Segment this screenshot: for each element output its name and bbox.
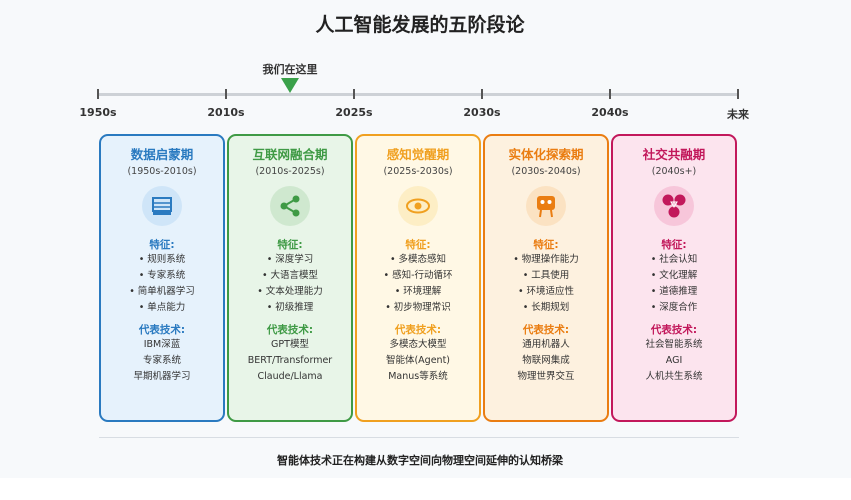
feature-item: • 长期规划 <box>522 302 570 313</box>
feature-item: • 深度学习 <box>266 254 314 265</box>
feature-item: • 深度合作 <box>650 302 698 313</box>
feature-item: • 文化理解 <box>650 270 698 281</box>
feature-item: • 初步物理常识 <box>385 302 451 313</box>
timeline-label: 2010s <box>207 106 245 119</box>
stage-period: (2010s-2025s) <box>255 166 325 177</box>
tech-item: GPT模型 <box>271 339 309 350</box>
stage-card: 实体化探索期 (2030s-2040s) 特征: • 物理操作能力 • 工具使用 •… <box>483 134 609 422</box>
timeline-label: 2040s <box>591 106 629 119</box>
feature-item: • 物理操作能力 <box>513 254 579 265</box>
tech-item: 社会智能系统 <box>645 339 703 350</box>
timeline-tick <box>609 89 611 99</box>
tech-item: 物联网集成 <box>522 355 570 366</box>
tech-heading: 代表技术: <box>394 324 442 336</box>
features-heading: 特征: <box>533 239 559 251</box>
feature-item: • 环境理解 <box>394 286 442 297</box>
current-position-marker-icon <box>281 78 299 93</box>
tech-item: 多模态大模型 <box>389 339 447 350</box>
features-heading: 特征: <box>661 239 687 251</box>
tech-item: 早期机器学习 <box>133 371 191 382</box>
page-title: 人工智能发展的五阶段论 <box>315 14 525 36</box>
feature-item: • 工具使用 <box>522 270 570 281</box>
footer-text: 智能体技术正在构建从数字空间向物理空间延伸的认知桥梁 <box>277 454 563 467</box>
timeline-tick <box>225 89 227 99</box>
feature-item: • 简单机器学习 <box>129 286 195 297</box>
stage-period: (2025s-2030s) <box>383 166 453 177</box>
network-icon <box>654 186 694 226</box>
tech-heading: 代表技术: <box>266 324 314 336</box>
tech-item: 智能体(Agent) <box>385 355 451 366</box>
stage-name: 互联网融合期 <box>252 147 328 162</box>
stage-card: 数据启蒙期 (1950s-2010s) 特征: • 规则系统 • 专家系统 • 简单… <box>99 134 225 422</box>
feature-item: • 专家系统 <box>138 270 186 281</box>
eye-icon <box>398 186 438 226</box>
timeline-axis <box>98 93 739 96</box>
timeline-tick <box>97 89 99 99</box>
timeline-label: 未来 <box>727 108 749 121</box>
timeline-tick <box>481 89 483 99</box>
tech-heading: 代表技术: <box>138 324 186 336</box>
feature-item: • 道德推理 <box>650 286 698 297</box>
feature-item: • 多模态感知 <box>389 254 447 265</box>
tech-item: 专家系统 <box>142 355 181 366</box>
tech-item: IBM深蓝 <box>143 339 181 350</box>
feature-item: • 大语言模型 <box>261 270 319 281</box>
stage-name: 实体化探索期 <box>508 147 584 162</box>
timeline-tick <box>353 89 355 99</box>
feature-item: • 环境适应性 <box>517 286 575 297</box>
divider <box>99 437 739 438</box>
stage-name: 数据启蒙期 <box>130 147 194 162</box>
tech-item: BERT/Transformer <box>247 355 333 366</box>
features-heading: 特征: <box>149 239 175 251</box>
tech-item: 通用机器人 <box>522 339 570 350</box>
timeline-label: 1950s <box>79 106 117 119</box>
stage-period: (2030s-2040s) <box>511 166 581 177</box>
tech-heading: 代表技术: <box>650 324 698 336</box>
feature-item: • 初级推理 <box>266 302 314 313</box>
feature-item: • 文本处理能力 <box>257 286 323 297</box>
tech-item: AGI <box>665 355 683 366</box>
stage-card: 社交共融期 (2040s+) 特征: • 社会认知 • 文化理解 • 道德推理 • 深… <box>611 134 737 422</box>
features-heading: 特征: <box>277 239 303 251</box>
stage-period: (2040s+) <box>651 166 697 177</box>
timeline-label: 2025s <box>335 106 373 119</box>
stage-card: 互联网融合期 (2010s-2025s) 特征: • 深度学习 • 大语言模型 • … <box>227 134 353 422</box>
feature-item: • 感知-行动循环 <box>383 270 453 281</box>
robot-icon <box>526 186 566 226</box>
tech-heading: 代表技术: <box>522 324 570 336</box>
feature-item: • 社会认知 <box>650 254 698 265</box>
timeline-label: 2030s <box>463 106 501 119</box>
timeline-tick <box>737 89 739 99</box>
feature-item: • 单点能力 <box>138 302 186 313</box>
features-heading: 特征: <box>405 239 431 251</box>
stage-name: 感知觉醒期 <box>386 147 450 162</box>
tech-item: Claude/Llama <box>257 371 323 382</box>
share-icon <box>270 186 310 226</box>
stage-name: 社交共融期 <box>642 147 706 162</box>
current-position-label: 我们在这里 <box>262 63 318 76</box>
tech-item: Manus等系统 <box>388 371 448 382</box>
stage-card: 感知觉醒期 (2025s-2030s) 特征: • 多模态感知 • 感知-行动循环… <box>355 134 481 422</box>
tech-item: 物理世界交互 <box>517 371 575 382</box>
tech-item: 人机共生系统 <box>645 371 703 382</box>
server-icon <box>142 186 182 226</box>
feature-item: • 规则系统 <box>138 254 186 265</box>
stage-period: (1950s-2010s) <box>127 166 197 177</box>
